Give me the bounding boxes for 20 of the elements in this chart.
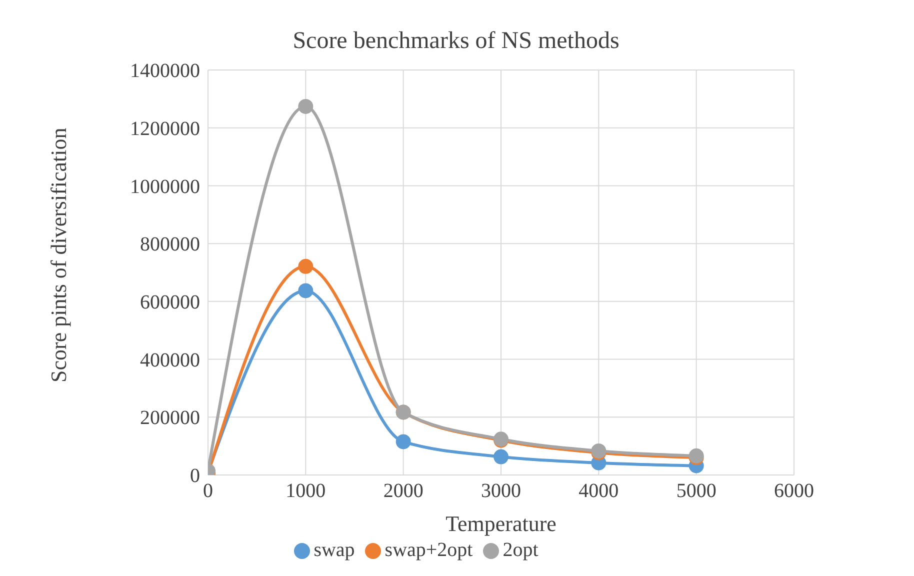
y-tick-label: 1000000: [130, 176, 200, 198]
y-tick-label: 600000: [140, 292, 200, 314]
x-tick-label: 4000: [578, 480, 619, 502]
x-axis-title: Temperature: [446, 511, 556, 536]
legend-label: swap+2opt: [384, 539, 473, 561]
y-tick-label: 0: [190, 465, 200, 488]
x-tick-label: 3000: [481, 480, 521, 502]
y-tick-label: 1200000: [130, 118, 200, 140]
chart-title: Score benchmarks of NS methods: [292, 28, 620, 55]
y-axis-title: Score pints of diversification: [46, 128, 71, 382]
y-tick-label: 400000: [140, 349, 200, 372]
y-tick-label: 1400000: [130, 60, 200, 82]
y-tick-label: 800000: [140, 234, 200, 256]
x-tick-label: 6000: [774, 480, 814, 502]
legend-label: 2opt: [502, 539, 538, 561]
x-tick-label: 2000: [383, 480, 424, 502]
y-tick-label: 200000: [140, 407, 200, 430]
legend-label: swap: [314, 539, 355, 561]
x-tick-label: 1000: [286, 480, 326, 502]
x-tick-label: 5000: [676, 480, 716, 502]
